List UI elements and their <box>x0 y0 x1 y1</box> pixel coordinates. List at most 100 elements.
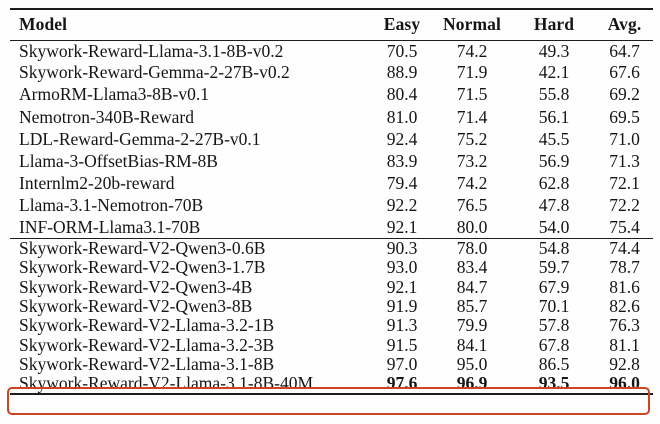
score-cell: 83.9 <box>386 150 418 171</box>
model-cell: Skywork-Reward-V2-Llama-3.2-3B <box>19 334 275 355</box>
score-cell: 78.7 <box>609 257 640 278</box>
score-cell: 62.8 <box>538 172 570 193</box>
score-cell: 92.8 <box>609 354 640 375</box>
header-model: Model <box>10 9 372 41</box>
score-cell: 97.6 <box>386 373 418 394</box>
benchmark-table: Model Easy Normal Hard Avg. Skywork-Rewa… <box>10 8 653 395</box>
score-cell: 71.0 <box>609 128 640 149</box>
score-cell: 67.8 <box>538 334 570 355</box>
model-cell: ArmoRM-Llama3-8B-v0.1 <box>19 84 210 105</box>
score-cell: 73.2 <box>456 150 488 171</box>
table-row: Llama-3.1-Nemotron-70B 92.2 76.5 47.8 72.2 <box>10 195 653 217</box>
table-row: Nemotron-340B-Reward 81.0 71.4 56.1 69.5 <box>10 106 653 128</box>
score-cell: 59.7 <box>538 257 570 278</box>
score-cell: 67.6 <box>609 62 640 83</box>
score-cell: 84.1 <box>456 334 488 355</box>
score-cell: 81.6 <box>609 276 640 297</box>
score-cell: 93.5 <box>538 373 570 394</box>
table-row: Skywork-Reward-V2-Qwen3-8B 91.9 85.7 70.1 82… <box>10 297 653 316</box>
score-cell: 78.0 <box>456 238 488 259</box>
score-cell: 96.0 <box>609 373 640 394</box>
model-cell: Llama-3-OffsetBias-RM-8B <box>19 150 218 171</box>
score-cell: 79.4 <box>386 172 418 193</box>
score-cell: 85.7 <box>456 295 488 316</box>
header-row: Model Easy Normal Hard Avg. <box>10 9 653 41</box>
table-row: ArmoRM-Llama3-8B-v0.1 80.4 71.5 55.8 69.2 <box>10 84 653 106</box>
score-cell: 97.0 <box>386 354 418 375</box>
score-cell: 93.0 <box>386 257 418 278</box>
score-cell: 70.1 <box>538 295 570 316</box>
score-cell: 81.1 <box>609 334 640 355</box>
header-normal: Normal <box>432 9 512 41</box>
score-cell: 71.3 <box>609 150 640 171</box>
table-row: Skywork-Reward-V2-Llama-3.1-8B 97.0 95.0 86… <box>10 355 653 374</box>
score-cell: 69.2 <box>609 84 640 105</box>
table-row: Skywork-Reward-Gemma-2-27B-v0.2 88.9 71.9 4… <box>10 62 653 84</box>
score-cell: 64.7 <box>609 40 640 61</box>
score-cell: 55.8 <box>538 84 570 105</box>
score-cell: 56.9 <box>538 150 570 171</box>
score-cell: 75.4 <box>609 216 640 237</box>
table-row: Llama-3-OffsetBias-RM-8B 83.9 73.2 56.9 71.3 <box>10 150 653 172</box>
score-cell: 80.4 <box>386 84 418 105</box>
baseline-section: Skywork-Reward-Llama-3.1-8B-v0.2 70.5 74.2… <box>10 40 653 239</box>
model-cell: Skywork-Reward-V2-Qwen3-0.6B <box>19 238 266 259</box>
model-cell: Llama-3.1-Nemotron-70B <box>19 194 204 215</box>
table-row: Skywork-Reward-V2-Qwen3-4B 92.1 84.7 67.9 81… <box>10 278 653 297</box>
score-cell: 95.0 <box>456 354 488 375</box>
table-row: LDL-Reward-Gemma-2-27B-v0.1 92.4 75.2 45.5 7… <box>10 128 653 150</box>
table-row: Skywork-Reward-V2-Llama-3.1-8B-40M 97.6 96… <box>10 373 653 394</box>
skywork-v2-section: Skywork-Reward-V2-Qwen3-0.6B 90.3 78.0 54.8… <box>10 239 653 394</box>
score-cell: 54.0 <box>538 216 570 237</box>
score-cell: 79.9 <box>456 315 488 336</box>
score-cell: 83.4 <box>456 257 488 278</box>
score-cell: 86.5 <box>538 354 570 375</box>
score-cell: 67.9 <box>538 276 570 297</box>
table-row: Skywork-Reward-Llama-3.1-8B-v0.2 70.5 74.2… <box>10 40 653 62</box>
model-cell: Skywork-Reward-V2-Qwen3-1.7B <box>19 257 266 278</box>
table-header: Model Easy Normal Hard Avg. <box>10 9 653 41</box>
score-cell: 70.5 <box>386 40 418 61</box>
score-cell: 76.3 <box>609 315 640 336</box>
model-cell: Skywork-Reward-V2-Qwen3-4B <box>19 276 253 297</box>
score-cell: 92.4 <box>386 128 418 149</box>
score-cell: 56.1 <box>538 106 570 127</box>
table-row: Internlm2-20b-reward 79.4 74.2 62.8 72.1 <box>10 173 653 195</box>
table-row: INF-ORM-Llama3.1-70B 92.1 80.0 54.0 75.4 <box>10 217 653 239</box>
score-cell: 74.2 <box>456 172 488 193</box>
header-easy: Easy <box>372 9 432 41</box>
score-cell: 54.8 <box>538 238 570 259</box>
model-cell: Internlm2-20b-reward <box>19 172 175 193</box>
model-cell: Skywork-Reward-V2-Qwen3-8B <box>19 295 253 316</box>
header-avg: Avg. <box>596 9 653 41</box>
table-row: Skywork-Reward-V2-Qwen3-1.7B 93.0 83.4 59.7… <box>10 258 653 277</box>
header-hard: Hard <box>512 9 596 41</box>
score-cell: 76.5 <box>456 194 488 215</box>
table-row: Skywork-Reward-V2-Llama-3.2-1B 91.3 79.9 57… <box>10 316 653 335</box>
score-cell: 74.4 <box>609 238 640 259</box>
score-cell: 91.5 <box>386 334 418 355</box>
score-cell: 91.9 <box>386 295 418 316</box>
score-cell: 47.8 <box>538 194 570 215</box>
score-cell: 92.2 <box>386 194 418 215</box>
model-cell: LDL-Reward-Gemma-2-27B-v0.1 <box>19 128 261 149</box>
score-cell: 84.7 <box>456 276 488 297</box>
model-cell: Skywork-Reward-V2-Llama-3.1-8B-40M <box>19 373 314 394</box>
score-cell: 90.3 <box>386 238 418 259</box>
score-cell: 88.9 <box>386 62 418 83</box>
score-cell: 92.1 <box>386 216 418 237</box>
score-cell: 57.8 <box>538 315 570 336</box>
score-cell: 80.0 <box>456 216 488 237</box>
score-cell: 81.0 <box>386 106 418 127</box>
score-cell: 92.1 <box>386 276 418 297</box>
score-cell: 42.1 <box>538 62 570 83</box>
table-row: Skywork-Reward-V2-Llama-3.2-3B 91.5 84.1 67… <box>10 336 653 355</box>
score-cell: 45.5 <box>538 128 570 149</box>
score-cell: 75.2 <box>456 128 488 149</box>
model-cell: Skywork-Reward-V2-Llama-3.1-8B <box>19 354 275 375</box>
model-cell: Skywork-Reward-Gemma-2-27B-v0.2 <box>19 62 290 83</box>
model-cell: Nemotron-340B-Reward <box>19 106 194 127</box>
model-cell: Skywork-Reward-V2-Llama-3.2-1B <box>19 315 275 336</box>
model-cell: Skywork-Reward-Llama-3.1-8B-v0.2 <box>19 40 284 61</box>
score-cell: 72.1 <box>609 172 640 193</box>
